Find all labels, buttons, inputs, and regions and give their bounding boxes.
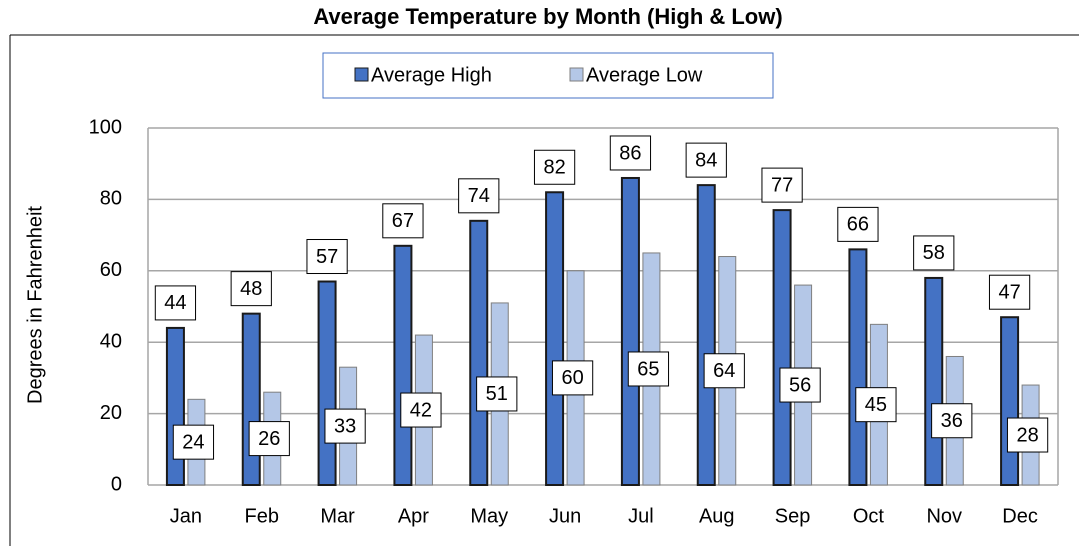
legend-swatch bbox=[354, 67, 369, 82]
data-label-box bbox=[458, 178, 500, 214]
data-label-box bbox=[913, 235, 955, 271]
bar bbox=[469, 219, 489, 486]
data-label-box bbox=[1006, 417, 1049, 453]
data-label-box bbox=[154, 285, 197, 321]
x-tick-label: Dec bbox=[1002, 505, 1038, 527]
data-label-box bbox=[230, 271, 272, 307]
x-tick-label: Oct bbox=[853, 505, 885, 527]
legend-box bbox=[322, 52, 774, 99]
data-label: 60 bbox=[561, 367, 583, 389]
x-tick-label: Feb bbox=[245, 505, 279, 527]
data-label-box bbox=[761, 167, 803, 203]
data-label-box bbox=[476, 376, 518, 412]
data-label-box bbox=[779, 367, 821, 403]
legend-label: Average Low bbox=[586, 64, 703, 86]
data-label: 65 bbox=[637, 358, 659, 380]
data-label: 45 bbox=[865, 394, 887, 416]
x-tick-label: Jul bbox=[628, 505, 654, 527]
data-label: 51 bbox=[486, 383, 508, 405]
legend-swatch bbox=[569, 67, 584, 82]
data-label: 44 bbox=[164, 292, 186, 314]
data-label: 86 bbox=[619, 142, 641, 164]
data-label: 82 bbox=[543, 157, 565, 179]
data-label-box bbox=[837, 206, 879, 242]
x-tick-label: May bbox=[470, 505, 508, 527]
data-label-box bbox=[248, 421, 290, 457]
data-label: 36 bbox=[941, 410, 963, 432]
x-tick-label: Jan bbox=[170, 505, 202, 527]
data-label: 77 bbox=[771, 174, 793, 196]
data-label: 64 bbox=[713, 360, 735, 382]
data-label: 66 bbox=[847, 214, 869, 236]
bar bbox=[1000, 316, 1020, 486]
data-label-box bbox=[324, 408, 366, 444]
data-label: 67 bbox=[392, 210, 414, 232]
y-tick-label: 60 bbox=[100, 259, 122, 281]
bar bbox=[620, 176, 640, 486]
data-label-box bbox=[627, 351, 670, 387]
data-label-box bbox=[931, 403, 973, 439]
data-label: 47 bbox=[998, 281, 1020, 303]
x-tick-label: Apr bbox=[398, 505, 429, 527]
x-tick-label: Mar bbox=[320, 505, 355, 527]
data-label: 42 bbox=[410, 399, 432, 421]
data-label: 84 bbox=[695, 149, 717, 171]
data-label: 26 bbox=[258, 428, 280, 450]
bar bbox=[545, 191, 565, 486]
bar bbox=[772, 209, 792, 487]
data-label: 74 bbox=[468, 185, 490, 207]
bar bbox=[241, 312, 261, 487]
bar bbox=[165, 326, 185, 487]
data-label-box bbox=[400, 392, 442, 428]
data-label-box bbox=[685, 142, 727, 178]
bar bbox=[393, 244, 413, 486]
data-label: 24 bbox=[182, 431, 204, 453]
data-label: 56 bbox=[789, 374, 811, 396]
bar bbox=[848, 248, 868, 486]
data-label: 48 bbox=[240, 278, 262, 300]
data-label-box bbox=[988, 274, 1031, 310]
data-label-box bbox=[172, 424, 215, 460]
x-tick-label: Jun bbox=[549, 505, 581, 527]
data-label: 57 bbox=[316, 246, 338, 268]
data-label-box bbox=[855, 387, 897, 423]
data-label: 33 bbox=[334, 415, 356, 437]
data-label: 28 bbox=[1016, 424, 1038, 446]
data-label-box bbox=[306, 239, 348, 275]
bar bbox=[317, 280, 337, 487]
y-tick-label: 100 bbox=[89, 116, 122, 138]
y-tick-label: 40 bbox=[100, 330, 122, 352]
x-tick-label: Aug bbox=[699, 505, 735, 527]
data-label-box bbox=[382, 203, 424, 239]
data-label-box bbox=[551, 360, 594, 396]
data-label-box bbox=[533, 149, 576, 185]
data-label: 58 bbox=[923, 242, 945, 264]
y-tick-label: 0 bbox=[111, 473, 122, 495]
x-tick-label: Sep bbox=[775, 505, 811, 527]
data-label-box bbox=[609, 135, 652, 171]
y-tick-label: 80 bbox=[100, 188, 122, 210]
x-tick-label: Nov bbox=[926, 505, 962, 527]
chart-title: Average Temperature by Month (High & Low… bbox=[313, 4, 782, 29]
y-axis-label: Degrees in Fahrenheit bbox=[24, 206, 46, 404]
bar bbox=[924, 276, 944, 486]
data-label-box bbox=[703, 353, 745, 389]
y-tick-label: 20 bbox=[100, 402, 122, 424]
bar bbox=[696, 184, 716, 486]
legend-label: Average High bbox=[371, 64, 492, 86]
